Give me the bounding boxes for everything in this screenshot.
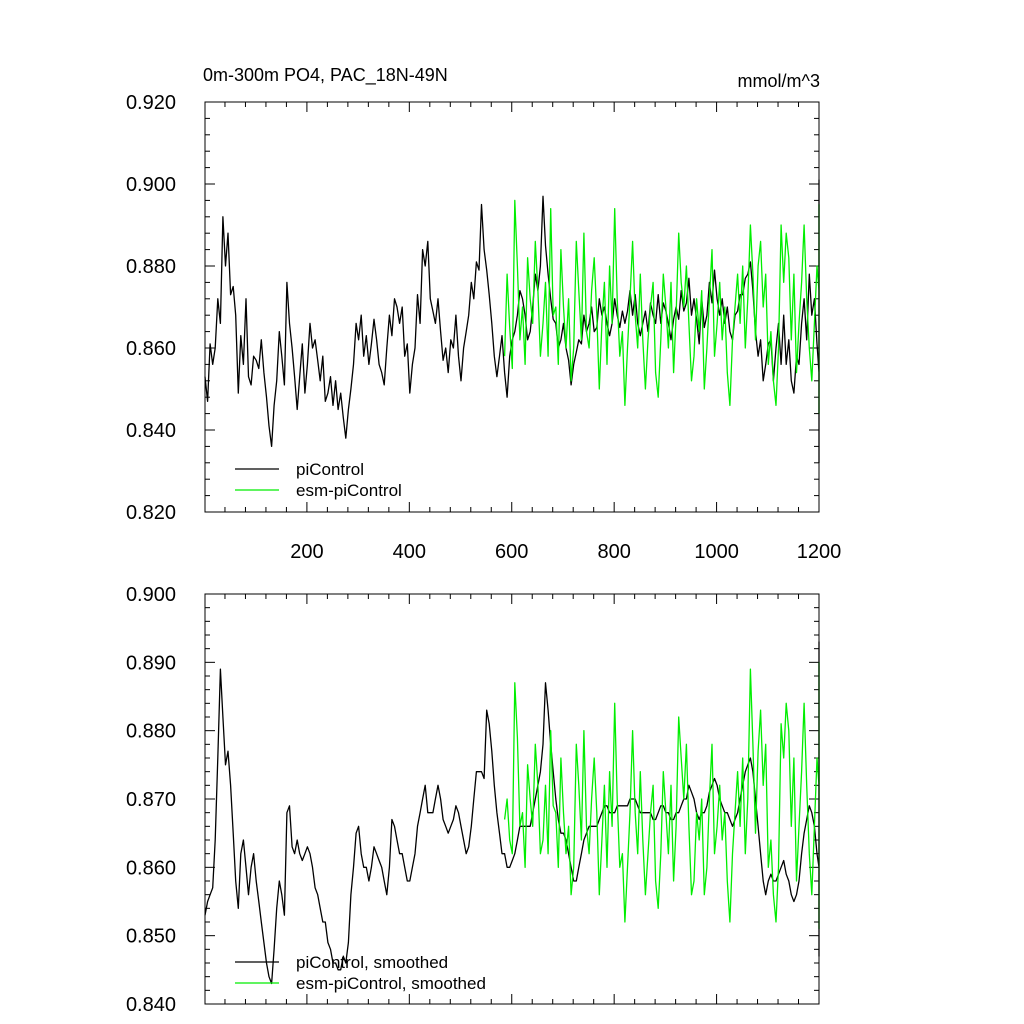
y-tick-label: 0.860 xyxy=(126,857,176,879)
x-tick-label: 1000 xyxy=(694,541,739,563)
y-tick-label: 0.840 xyxy=(126,420,176,442)
x-tick-label: 200 xyxy=(290,541,323,563)
legend-label-picontrol: piControl xyxy=(296,460,364,479)
x-tick-label: 400 xyxy=(393,541,426,563)
y-tick-label: 0.860 xyxy=(126,338,176,360)
y-tick-label: 0.920 xyxy=(126,92,176,114)
y-tick-label: 0.900 xyxy=(126,174,176,196)
plot-lines xyxy=(204,179,820,464)
units-label: mmol/m^3 xyxy=(738,71,820,91)
top-panel: 0m-300m PO4, PAC_18N-49N mmol/m^3 0.8200… xyxy=(126,65,841,563)
x-tick-label: 600 xyxy=(495,541,528,563)
y-tick-label: 0.890 xyxy=(126,652,176,674)
series-line-picontrol xyxy=(204,179,820,464)
y-tick-label: 0.880 xyxy=(126,721,176,743)
y-tick-label: 0.870 xyxy=(126,789,176,811)
axis-ticks: 0.820 0.840 0.860 0.880 0.900 0.920 200 400 600 8… xyxy=(126,92,841,563)
bottom-panel: 0.840 0.850 0.860 0.870 0.880 0.890 0.900 piCo… xyxy=(126,584,820,1016)
y-tick-label: 0.880 xyxy=(126,256,176,278)
legend-label-picontrol-smoothed: piControl, smoothed xyxy=(296,953,448,972)
axis-ticks: 0.840 0.850 0.860 0.870 0.880 0.890 0.900 xyxy=(126,584,820,1016)
x-tick-label: 1200 xyxy=(797,541,842,563)
y-tick-label: 0.900 xyxy=(126,584,176,606)
plot-lines xyxy=(204,641,820,985)
legend: piControl esm-piControl xyxy=(235,460,402,500)
legend-label-esm-picontrol: esm-piControl xyxy=(296,481,402,500)
y-tick-label: 0.820 xyxy=(126,502,176,524)
y-tick-label: 0.840 xyxy=(126,994,176,1016)
x-tick-label: 800 xyxy=(597,541,630,563)
legend: piControl, smoothed esm-piControl, smoot… xyxy=(235,953,486,993)
series-line-esm-picontrol-smoothed xyxy=(503,661,820,930)
chart-title: 0m-300m PO4, PAC_18N-49N xyxy=(203,65,448,86)
series-line-picontrol-smoothed xyxy=(204,641,820,985)
plot-frame xyxy=(204,101,820,513)
y-tick-label: 0.850 xyxy=(126,926,176,948)
legend-label-esm-picontrol-smoothed: esm-piControl, smoothed xyxy=(296,974,486,993)
plot-frame xyxy=(204,593,820,1005)
